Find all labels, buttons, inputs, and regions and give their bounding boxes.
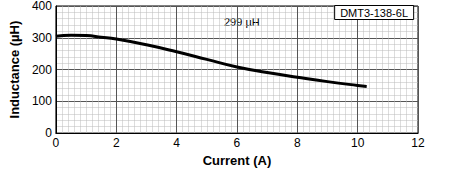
svg-text:10: 10 <box>351 136 365 150</box>
svg-text:2: 2 <box>113 136 120 150</box>
svg-text:Current (A): Current (A) <box>203 153 272 168</box>
svg-text:200: 200 <box>32 63 52 77</box>
svg-text:100: 100 <box>32 94 52 108</box>
svg-text:4: 4 <box>173 136 180 150</box>
svg-text:299 µH: 299 µH <box>224 15 260 28</box>
svg-text:Inductance (µH): Inductance (µH) <box>7 21 22 119</box>
svg-text:0: 0 <box>45 126 52 140</box>
svg-text:8: 8 <box>294 136 301 150</box>
svg-text:DMT3-138-6L: DMT3-138-6L <box>340 7 408 19</box>
svg-text:6: 6 <box>234 136 241 150</box>
svg-text:0: 0 <box>53 136 60 150</box>
svg-text:300: 300 <box>32 31 52 45</box>
svg-text:400: 400 <box>32 0 52 13</box>
svg-text:12: 12 <box>411 136 425 150</box>
